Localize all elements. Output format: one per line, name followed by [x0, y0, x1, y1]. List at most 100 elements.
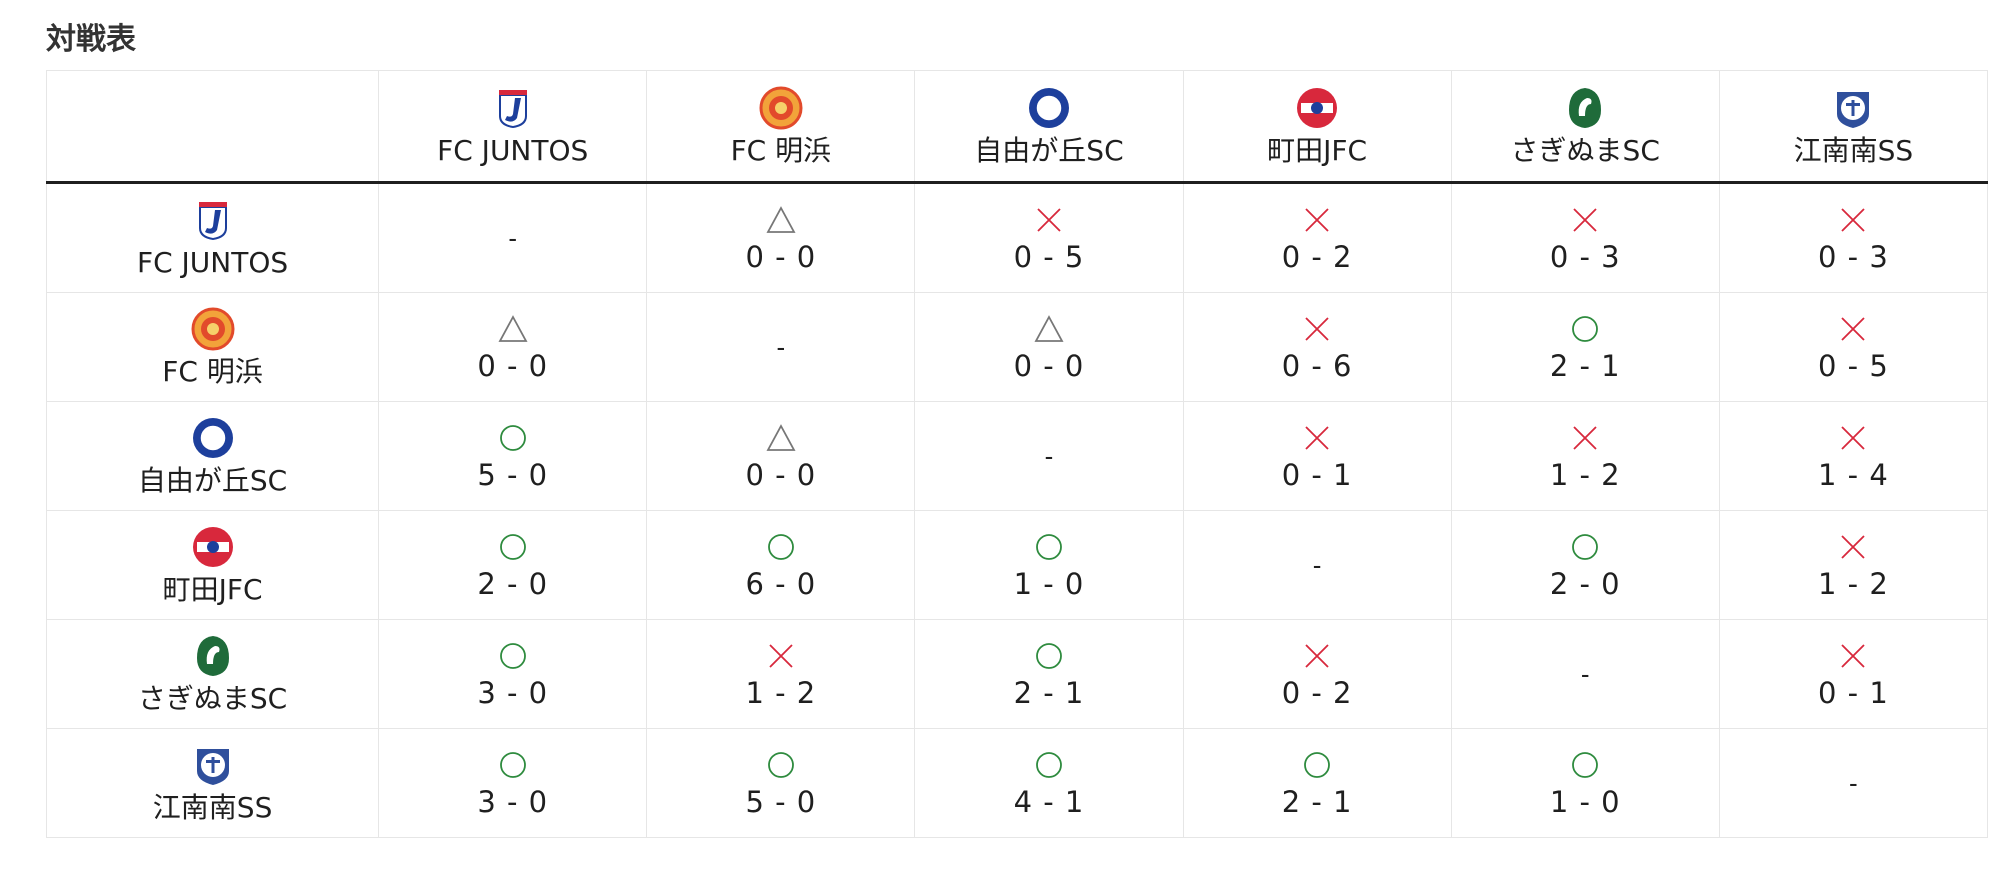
result-cell: 0 - 3 — [1718, 182, 1989, 293]
win-circle-icon — [499, 643, 526, 669]
match-score: 5 - 0 — [477, 458, 549, 492]
self-match-cell: - — [1450, 619, 1720, 729]
loss-cross-icon — [1841, 644, 1866, 668]
self-match-cell: - — [914, 401, 1184, 511]
result-cell: 0 - 1 — [1718, 619, 1989, 729]
match-score: 0 - 3 — [1549, 240, 1621, 274]
row-header-team-4: さぎぬまSC — [45, 619, 380, 729]
win-circle-icon — [767, 534, 794, 560]
column-header-team-5: 江南南SS — [1718, 70, 1989, 184]
result-cell: 2 - 1 — [1450, 292, 1720, 402]
team-name: FC JUNTOS — [136, 246, 289, 279]
match-score: 0 - 5 — [1013, 240, 1085, 274]
result-cell: 1 - 2 — [1718, 510, 1989, 620]
self-match-dash: - — [1849, 767, 1858, 798]
match-score: 0 - 1 — [1281, 458, 1353, 492]
self-match-cell: - — [378, 182, 648, 293]
jiyugaoka-logo-icon — [1028, 88, 1069, 128]
team-name: 自由が丘SC — [137, 464, 288, 497]
self-match-cell: - — [1182, 510, 1452, 620]
match-score: 0 - 0 — [745, 240, 817, 274]
loss-cross-icon — [1573, 426, 1597, 450]
match-score: 0 - 2 — [1281, 240, 1353, 274]
konan-logo-icon — [1837, 92, 1870, 128]
juntos-logo-icon — [498, 90, 527, 128]
loss-cross-icon — [1037, 208, 1061, 232]
result-cell: 4 - 1 — [914, 728, 1184, 838]
header-row: FC JUNTOS FC 明浜 自由が丘SC 町田JFC さぎぬまSC 江南南SS — [45, 70, 1989, 184]
loss-cross-icon — [1305, 644, 1329, 668]
team-name: 江南南SS — [1793, 134, 1914, 167]
self-match-cell: - — [646, 292, 916, 402]
table-row: FC JUNTOS - 0 - 0 0 - 5 0 - 2 0 - 3 0 - 3 — [45, 182, 1989, 293]
self-match-dash: - — [1312, 549, 1322, 580]
loss-cross-icon — [1841, 535, 1866, 559]
win-circle-icon — [499, 425, 526, 451]
jiyugaoka-logo-icon — [192, 418, 233, 458]
match-score: 0 - 2 — [1281, 676, 1353, 710]
team-name: 江南南SS — [152, 791, 273, 824]
loss-cross-icon — [1841, 208, 1866, 232]
result-cell: 0 - 5 — [914, 182, 1184, 293]
result-cell: 0 - 5 — [1718, 292, 1989, 402]
match-score: 0 - 0 — [477, 349, 549, 383]
team-name: FC JUNTOS — [437, 134, 589, 167]
row-header-team-0: FC JUNTOS — [45, 182, 380, 293]
team-name: さぎぬまSC — [1510, 134, 1660, 167]
match-score: 0 - 5 — [1817, 349, 1889, 383]
result-cell: 1 - 0 — [1450, 728, 1720, 838]
team-name: 自由が丘SC — [974, 134, 1124, 167]
win-circle-icon — [1572, 534, 1599, 560]
result-cell: 0 - 3 — [1450, 182, 1720, 293]
match-score: 2 - 1 — [1281, 785, 1353, 819]
self-match-cell: - — [1718, 728, 1989, 838]
match-score: 0 - 0 — [1013, 349, 1085, 383]
loss-cross-icon — [1841, 317, 1866, 341]
win-circle-icon — [1572, 752, 1599, 778]
column-header-team-2: 自由が丘SC — [914, 70, 1184, 184]
result-cell: 0 - 2 — [1182, 182, 1452, 293]
match-score: 2 - 1 — [1549, 349, 1621, 383]
match-score: 1 - 2 — [1817, 567, 1889, 601]
akehama-logo-icon — [191, 307, 235, 351]
team-name: 町田JFC — [1267, 134, 1368, 167]
result-cell: 0 - 1 — [1182, 401, 1452, 511]
match-score: 0 - 3 — [1817, 240, 1889, 274]
match-score: 3 - 0 — [477, 676, 549, 710]
match-score: 5 - 0 — [745, 785, 817, 819]
match-table: FC JUNTOS FC 明浜 自由が丘SC 町田JFC さぎぬまSC 江南南SS FC … — [45, 70, 1989, 838]
saginuma-logo-icon — [1569, 88, 1602, 128]
match-score: 1 - 2 — [1549, 458, 1621, 492]
match-score: 2 - 0 — [1549, 567, 1621, 601]
draw-triangle-icon — [766, 424, 796, 451]
result-cell: 1 - 2 — [1450, 401, 1720, 511]
juntos-logo-icon — [198, 202, 227, 240]
table-body: FC JUNTOS - 0 - 0 0 - 5 0 - 2 0 - 3 0 - 3 FC 明浜… — [45, 182, 1989, 838]
self-match-dash: - — [1044, 440, 1054, 471]
match-score: 1 - 0 — [1013, 567, 1085, 601]
page-title: 対戦表 — [46, 22, 136, 57]
match-score: 3 - 0 — [477, 785, 549, 819]
row-header-team-5: 江南南SS — [45, 728, 380, 838]
result-cell: 3 - 0 — [378, 619, 648, 729]
match-score: 0 - 0 — [745, 458, 817, 492]
match-score: 1 - 2 — [745, 676, 817, 710]
table-row: 自由が丘SC 5 - 0 0 - 0 - 0 - 1 1 - 2 1 - 4 — [45, 401, 1989, 511]
row-header-team-1: FC 明浜 — [45, 292, 380, 402]
machida-logo-icon — [192, 527, 233, 567]
row-header-team-2: 自由が丘SC — [45, 401, 380, 511]
table-row: FC 明浜 0 - 0 - 0 - 0 0 - 6 2 - 1 0 - 5 — [45, 292, 1989, 402]
win-circle-icon — [1572, 316, 1599, 342]
team-name: 町田JFC — [162, 573, 263, 606]
result-cell: 0 - 0 — [378, 292, 648, 402]
saginuma-logo-icon — [196, 636, 229, 676]
result-cell: 2 - 1 — [914, 619, 1184, 729]
loss-cross-icon — [1841, 426, 1866, 450]
loss-cross-icon — [1573, 208, 1597, 232]
corner-cell — [45, 70, 380, 184]
win-circle-icon — [499, 752, 526, 778]
result-cell: 2 - 0 — [378, 510, 648, 620]
column-header-team-0: FC JUNTOS — [378, 70, 648, 184]
match-score: 2 - 0 — [477, 567, 549, 601]
result-cell: 0 - 0 — [914, 292, 1184, 402]
